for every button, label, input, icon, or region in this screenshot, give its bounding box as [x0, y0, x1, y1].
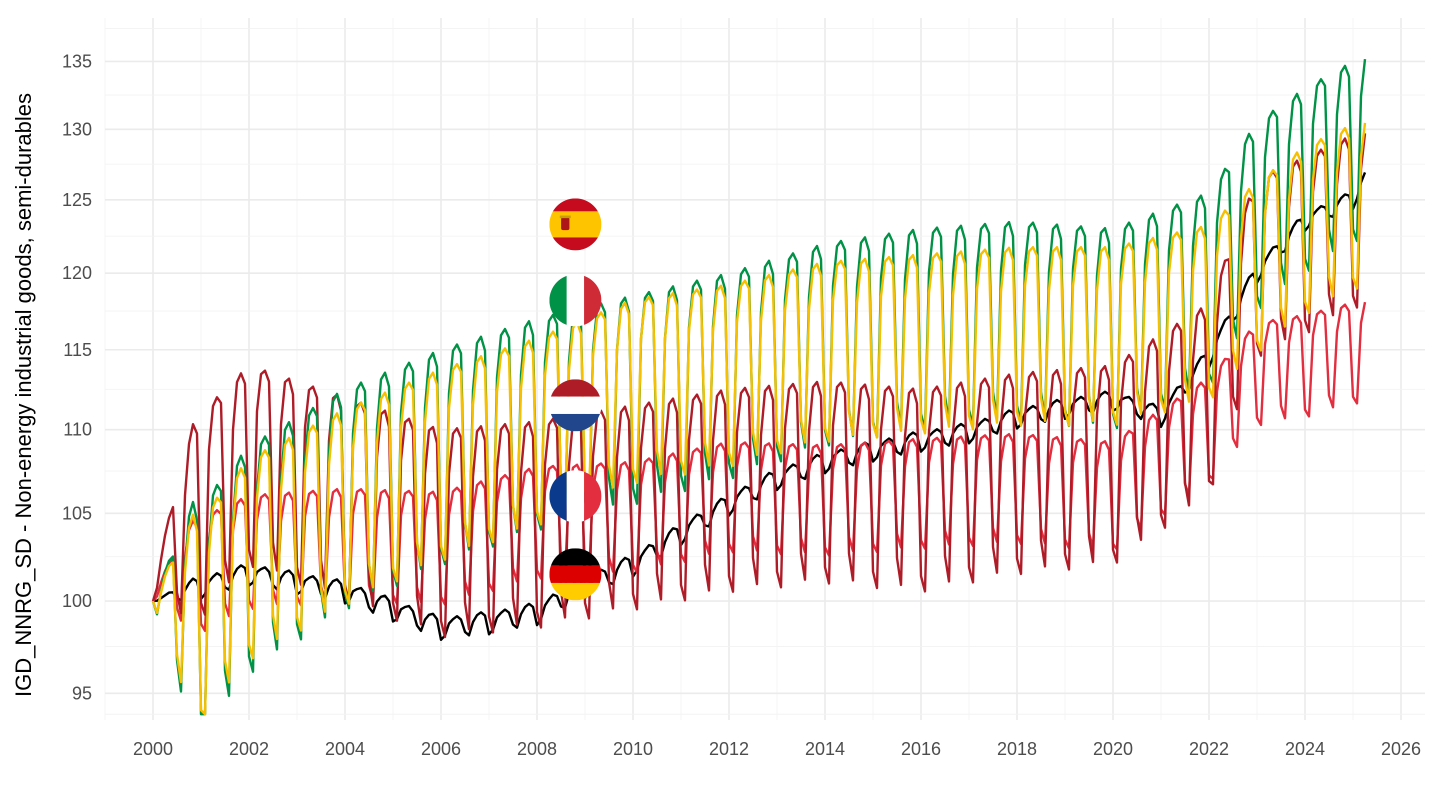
x-axis: 2000 2002 2004 2006 2008 2010 2012 2014 2016 2018… — [133, 739, 1421, 759]
x-tick-label: 2002 — [229, 739, 269, 759]
x-tick-label: 2016 — [901, 739, 941, 759]
y-tick-label: 105 — [62, 503, 92, 523]
x-tick-label: 2014 — [805, 739, 845, 759]
grid — [104, 18, 1425, 720]
y-tick-label: 120 — [62, 263, 92, 283]
x-tick-label: 2006 — [421, 739, 461, 759]
y-tick-label: 135 — [62, 51, 92, 71]
y-tick-label: 130 — [62, 119, 92, 139]
x-tick-label: 2010 — [613, 739, 653, 759]
y-tick-label: 95 — [72, 683, 92, 703]
x-tick-label: 2004 — [325, 739, 365, 759]
y-axis-title: IGD_NNRG_SD - Non-energy industrial good… — [11, 93, 36, 697]
series-line-spain — [151, 122, 1367, 716]
italy-flag-icon — [549, 274, 602, 327]
x-tick-label: 2008 — [517, 739, 557, 759]
y-tick-label: 100 — [62, 591, 92, 611]
series-layer — [151, 58, 1367, 716]
x-tick-label: 2022 — [1189, 739, 1229, 759]
y-tick-label: 110 — [63, 420, 92, 440]
y-tick-label: 115 — [63, 340, 92, 360]
netherlands-flag-icon — [549, 379, 602, 432]
x-tick-label: 2024 — [1285, 739, 1325, 759]
germany-flag-icon — [549, 548, 602, 601]
spain-flag-icon — [549, 198, 602, 251]
x-tick-label: 2020 — [1093, 739, 1133, 759]
x-tick-label: 2018 — [997, 739, 1037, 759]
y-axis: 95 100 105 110 115 120 125 130 135 — [62, 51, 92, 703]
y-tick-label: 125 — [62, 190, 92, 210]
x-tick-label: 2000 — [133, 739, 173, 759]
x-tick-label: 2012 — [709, 739, 749, 759]
x-tick-label: 2026 — [1381, 739, 1421, 759]
france-flag-icon — [549, 470, 602, 523]
flag-layer — [549, 198, 602, 601]
